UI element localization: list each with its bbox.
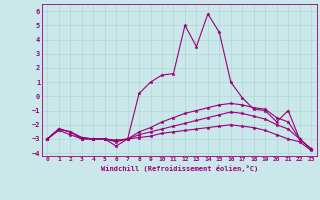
X-axis label: Windchill (Refroidissement éolien,°C): Windchill (Refroidissement éolien,°C) — [100, 165, 258, 172]
